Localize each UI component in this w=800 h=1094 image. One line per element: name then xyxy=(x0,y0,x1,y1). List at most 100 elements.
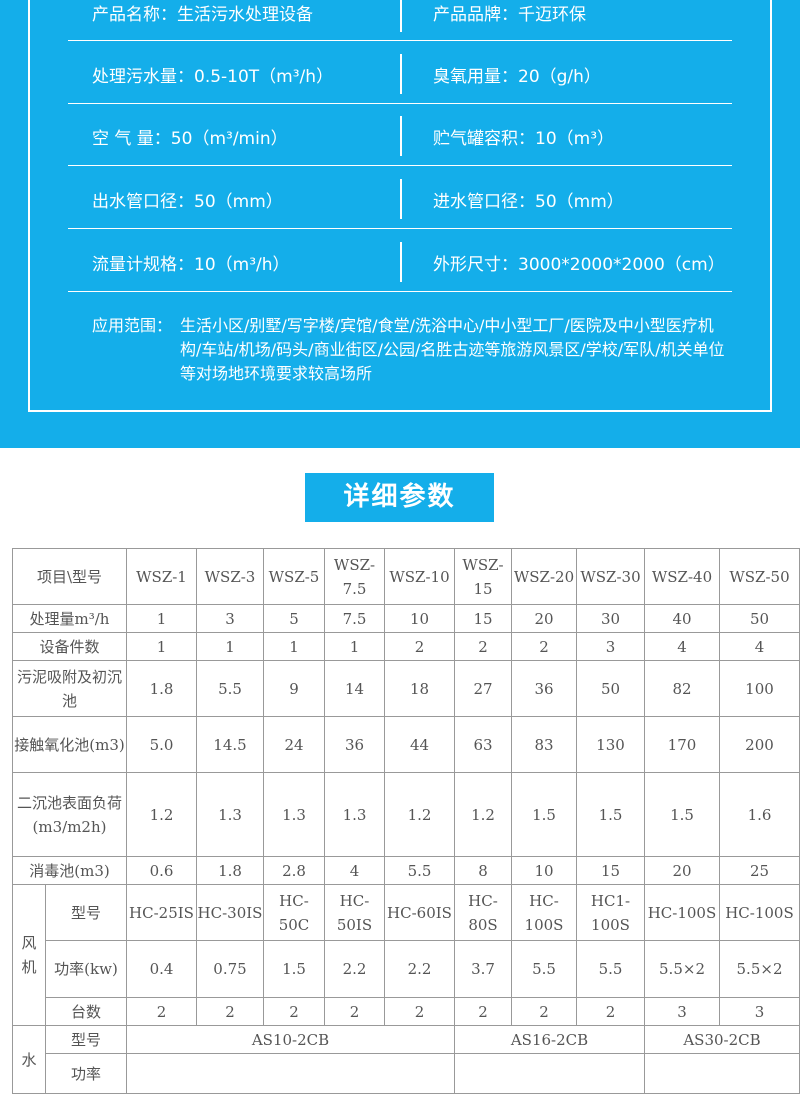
table-cell: 1.6 xyxy=(719,772,800,857)
column-header: 项目\型号 xyxy=(12,548,127,605)
divider xyxy=(68,40,732,41)
table-cell: 2 xyxy=(454,997,512,1026)
table-cell: 3.7 xyxy=(454,940,512,998)
divider xyxy=(400,179,402,219)
spec-item: 空 气 量：50（m³/min） xyxy=(92,129,288,149)
application-label: 应用范围： xyxy=(92,316,173,335)
column-header: WSZ-1 xyxy=(126,548,197,605)
group-label: 风 机 xyxy=(12,884,46,1026)
table-header-row: 项目\型号 WSZ-1 WSZ-3 WSZ-5 WSZ-7.5 WSZ-10 WSZ-15 W… xyxy=(12,548,800,605)
application-range: 应用范围： 生活小区/别墅/写字楼/宾馆/食堂/洗浴中心/中小型工厂/医院及中小… xyxy=(92,314,732,386)
table-cell: HC-50IS xyxy=(324,884,385,941)
table-cell: 2 xyxy=(196,997,264,1026)
table-cell: 3 xyxy=(644,997,720,1026)
table-cell: 7.5 xyxy=(324,604,385,633)
table-cell: 9 xyxy=(263,660,325,717)
table-row: 二沉池表面负荷(m3/m2h) 1.2 1.3 1.3 1.3 1.2 1.2 1.5 1.5 1… xyxy=(12,772,800,857)
table-cell: AS30-2CB xyxy=(644,1025,800,1054)
column-header: WSZ-10 xyxy=(384,548,455,605)
table-cell: 1.3 xyxy=(196,772,264,857)
table-cell: 2 xyxy=(511,632,577,661)
table-cell: HC-80S xyxy=(454,884,512,941)
table-cell: 0.75 xyxy=(196,940,264,998)
row-label: 型号 xyxy=(45,1025,127,1054)
table-cell: 27 xyxy=(454,660,512,717)
table-cell: 100 xyxy=(719,660,800,717)
table-row: 消毒池(m3) 0.6 1.8 2.8 4 5.5 8 10 15 20 25 xyxy=(12,856,800,885)
table-cell: 2.2 xyxy=(384,940,455,998)
table-cell: 30 xyxy=(576,604,645,633)
table-cell: HC-30IS xyxy=(196,884,264,941)
table-cell: 4 xyxy=(324,856,385,885)
divider xyxy=(68,165,732,166)
table-cell: 1.2 xyxy=(384,772,455,857)
table-cell: 200 xyxy=(719,716,800,773)
table-cell: HC-100S xyxy=(719,884,800,941)
group-label: 水 xyxy=(12,1025,46,1094)
table-cell: 2 xyxy=(324,997,385,1026)
table-cell: 1.3 xyxy=(263,772,325,857)
table-cell: 36 xyxy=(324,716,385,773)
table-cell: 14 xyxy=(324,660,385,717)
divider xyxy=(68,103,732,104)
table-cell: 14.5 xyxy=(196,716,264,773)
table-cell: 50 xyxy=(576,660,645,717)
table-cell: 1.8 xyxy=(196,856,264,885)
column-header: WSZ-5 xyxy=(263,548,325,605)
spec-box xyxy=(28,0,772,412)
row-label: 接触氧化池(m3) xyxy=(12,716,127,773)
table-cell: 1.5 xyxy=(263,940,325,998)
spec-item: 外形尺寸：3000*2000*2000（cm） xyxy=(433,255,725,275)
divider xyxy=(400,0,402,32)
table-cell: 2 xyxy=(384,997,455,1026)
table-cell: 2.2 xyxy=(324,940,385,998)
table-cell: 3 xyxy=(196,604,264,633)
table-cell: 82 xyxy=(644,660,720,717)
table-cell: HC-60IS xyxy=(384,884,455,941)
table-cell: AS16-2CB xyxy=(454,1025,645,1054)
table-cell: 18 xyxy=(384,660,455,717)
table-cell: 8 xyxy=(454,856,512,885)
column-header: WSZ-20 xyxy=(511,548,577,605)
table-cell: 3 xyxy=(719,997,800,1026)
column-header: WSZ-50 xyxy=(719,548,800,605)
table-cell: 2.8 xyxy=(263,856,325,885)
table-cell: 25 xyxy=(719,856,800,885)
table-cell: 40 xyxy=(644,604,720,633)
table-cell: 83 xyxy=(511,716,577,773)
row-label: 二沉池表面负荷(m3/m2h) xyxy=(12,772,127,857)
table-cell: 4 xyxy=(644,632,720,661)
table-cell: HC-100S xyxy=(511,884,577,941)
table-cell: 20 xyxy=(511,604,577,633)
table-cell: 2 xyxy=(576,997,645,1026)
divider xyxy=(400,54,402,94)
table-cell: 2 xyxy=(454,632,512,661)
table-cell: HC1-100S xyxy=(576,884,645,941)
table-cell: 2 xyxy=(126,997,197,1026)
table-cell: 15 xyxy=(576,856,645,885)
table-cell: 1 xyxy=(324,632,385,661)
row-label: 设备件数 xyxy=(12,632,127,661)
table-cell: HC-50C xyxy=(263,884,325,941)
row-label: 功率(kw) xyxy=(45,940,127,998)
spec-item: 贮气罐容积：10（m³） xyxy=(433,129,615,149)
table-row: 接触氧化池(m3) 5.0 14.5 24 36 44 63 83 130 170 200 xyxy=(12,716,800,773)
table-cell: 2 xyxy=(263,997,325,1026)
spec-item: 流量计规格：10（m³/h） xyxy=(92,255,290,275)
spec-item: 处理污水量：0.5-10T（m³/h） xyxy=(92,67,334,87)
section-title: 详细参数 xyxy=(305,473,494,522)
table-cell: 1.5 xyxy=(576,772,645,857)
table-row: 功率(kw) 0.4 0.75 1.5 2.2 2.2 3.7 5.5 5.5 5.5×2 5.5×… xyxy=(13,940,800,998)
table-cell: 2 xyxy=(511,997,577,1026)
table-row: 水型号 AS10-2CB AS16-2CB AS30-2CB xyxy=(12,1025,800,1094)
table-cell: 4 xyxy=(719,632,800,661)
spec-item: 进水管口径：50（mm） xyxy=(433,192,624,212)
spec-item: 产品品牌：千迈环保 xyxy=(433,5,586,25)
table-cell: 1.5 xyxy=(511,772,577,857)
application-value: 生活小区/别墅/写字楼/宾馆/食堂/洗浴中心/中小型工厂/医院及中小型医疗机构/… xyxy=(180,316,725,383)
table-cell: AS10-2CB xyxy=(126,1025,455,1054)
table-cell: 50 xyxy=(719,604,800,633)
divider xyxy=(400,242,402,282)
table-cell: 3 xyxy=(576,632,645,661)
table-cell: 63 xyxy=(454,716,512,773)
